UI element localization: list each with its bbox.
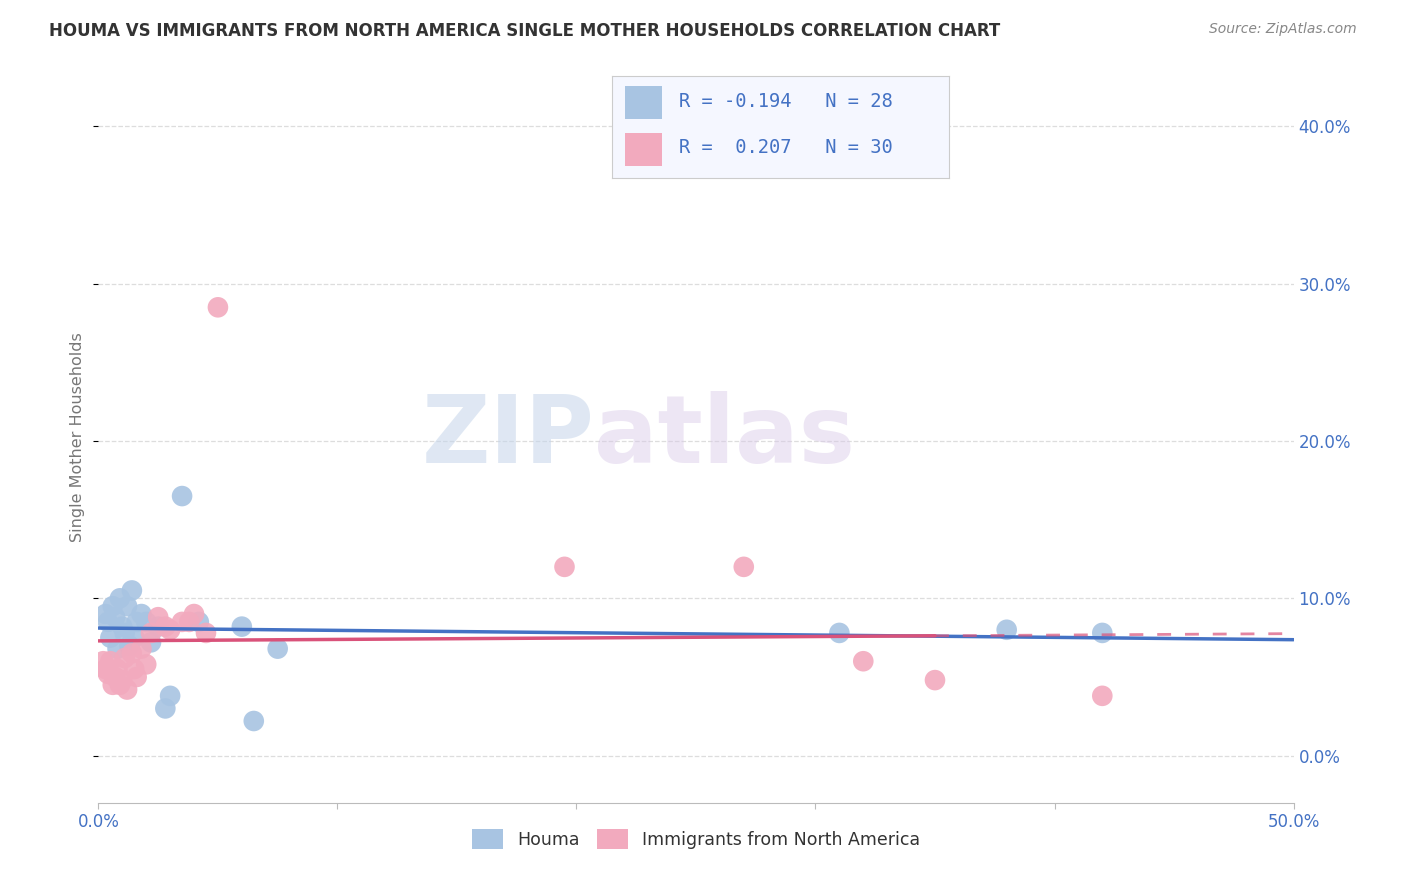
Point [108,591,131,606]
Point [195,626,218,640]
Point [243,714,266,728]
Point [139,635,162,649]
Point [97,666,120,681]
Point [159,689,181,703]
Point [108,678,131,692]
Point [828,626,851,640]
Point [111,673,134,687]
Point [148,610,170,624]
Point [98,631,122,645]
Point [101,599,124,614]
Point [91,654,114,668]
Point [131,641,153,656]
Point [733,559,755,574]
Point [131,607,153,621]
Point [114,651,136,665]
Point [139,626,162,640]
Point [104,610,127,624]
Y-axis label: Single Mother Households: Single Mother Households [70,332,86,542]
Point [124,662,146,676]
Point [101,678,124,692]
Point [231,619,253,633]
Text: R = -0.194   N = 28: R = -0.194 N = 28 [679,93,893,112]
Point [852,654,875,668]
Point [111,619,134,633]
Point [118,639,141,653]
Point [98,654,122,668]
Point [135,615,157,629]
Point [179,615,201,629]
Text: atlas: atlas [595,391,855,483]
Point [148,619,170,633]
Point [1091,626,1114,640]
Point [115,599,138,614]
Point [114,626,136,640]
Point [121,583,143,598]
Point [187,615,209,629]
Point [125,615,148,629]
Point [995,623,1018,637]
Point [267,641,290,656]
Point [107,641,129,656]
Point [94,607,117,621]
Point [155,701,177,715]
Point [207,301,229,315]
Point [94,662,117,676]
FancyBboxPatch shape [626,87,662,119]
Point [121,646,143,660]
Point [159,623,181,637]
Text: R =  0.207   N = 30: R = 0.207 N = 30 [679,138,893,157]
Point [155,619,177,633]
Point [125,670,148,684]
Point [135,657,157,672]
Point [97,615,120,629]
Text: ZIP: ZIP [422,391,595,483]
Point [172,615,194,629]
Point [104,670,127,684]
Point [107,662,129,676]
Point [115,682,138,697]
Point [554,559,576,574]
FancyBboxPatch shape [626,133,662,166]
Text: Source: ZipAtlas.com: Source: ZipAtlas.com [1209,22,1357,37]
Point [924,673,946,687]
Point [172,489,194,503]
Text: HOUMA VS IMMIGRANTS FROM NORTH AMERICA SINGLE MOTHER HOUSEHOLDS CORRELATION CHAR: HOUMA VS IMMIGRANTS FROM NORTH AMERICA S… [49,22,1001,40]
Legend: Houma, Immigrants from North America: Houma, Immigrants from North America [465,822,927,856]
Point [183,607,205,621]
Point [1091,689,1114,703]
Point [124,631,146,645]
